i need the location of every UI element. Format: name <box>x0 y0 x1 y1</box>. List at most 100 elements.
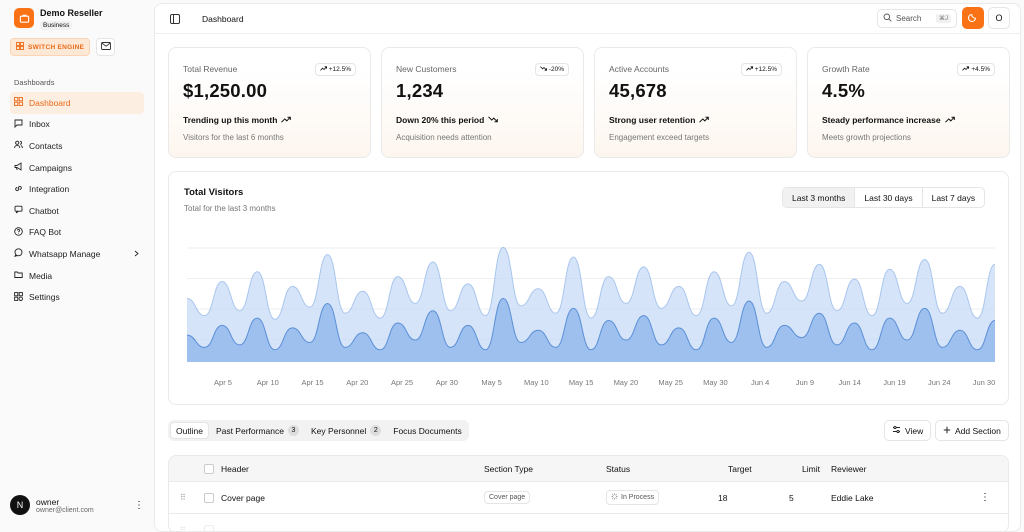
sidebar-toggle-icon[interactable] <box>169 13 181 25</box>
stat-subtext: Acquisition needs attention <box>396 133 492 142</box>
stat-trend-text: Trending up this month <box>183 115 278 125</box>
stat-badge-value: +4.5% <box>971 66 990 73</box>
section-tabs: Outline Past Performance 3 Key Personnel… <box>168 420 469 441</box>
stat-trend: Down 20% this period <box>396 115 569 125</box>
target-value: 18 <box>718 492 728 503</box>
view-label: View <box>905 425 924 436</box>
stat-badge: +12.5% <box>740 63 782 76</box>
range-last-30-days[interactable]: Last 30 days <box>854 188 921 207</box>
sidebar-item-campaigns[interactable]: Campaigns <box>10 157 144 179</box>
sidebar-item-media[interactable]: Media <box>10 265 144 287</box>
sidebar-item-inbox[interactable]: Inbox <box>10 114 144 136</box>
stat-label: Active Accounts <box>609 64 670 74</box>
row-checkbox[interactable] <box>204 492 214 503</box>
series-line-0 <box>186 246 996 320</box>
trend-up-icon <box>319 66 327 73</box>
sections-table: Header Section Type Status Target Limit … <box>168 455 1009 532</box>
column-header: Status <box>606 463 631 474</box>
stat-badge-value: +12.5% <box>754 66 777 73</box>
mail-button[interactable] <box>96 38 116 56</box>
range-last-3-months[interactable]: Last 3 months <box>783 188 855 207</box>
stat-value: 45,678 <box>609 80 667 101</box>
trend-up-icon <box>699 115 710 125</box>
visitors-area-chart: Apr 5 Apr 10 Apr 15 Apr 20 Apr 25 Apr 30 May 5… <box>186 246 996 387</box>
moon-icon <box>968 12 978 24</box>
stat-badge: -20% <box>534 63 569 76</box>
loader-icon <box>611 493 618 502</box>
stat-value: 1,234 <box>396 80 444 101</box>
sidebar-item-label: Integration <box>29 184 70 195</box>
more-vertical-icon[interactable]: ⋮ <box>980 492 990 503</box>
x-tick-label: May 30 <box>703 378 728 387</box>
switch-engine-button[interactable]: SWITCH ENGINE <box>10 38 91 56</box>
drag-handle-icon[interactable]: ⠿ <box>180 525 186 532</box>
more-vertical-icon[interactable]: ⋮ <box>134 499 144 511</box>
select-all-checkbox[interactable] <box>204 463 214 474</box>
sidebar: Demo Reseller Business SWITCH ENGINE Das… <box>0 0 152 532</box>
sidebar-item-label: Chatbot <box>29 205 59 216</box>
mail-icon <box>100 42 111 52</box>
trend-up-icon <box>944 115 955 125</box>
tab-past-performance[interactable]: Past Performance 3 <box>211 422 304 439</box>
row-header[interactable]: Cover page <box>221 492 265 503</box>
theme-toggle-button[interactable] <box>962 7 984 29</box>
x-tick-label: May 20 <box>614 378 639 387</box>
message-icon <box>14 119 23 130</box>
stat-card-active-accounts: Active Accounts 45,678 +12.5% Strong use… <box>594 47 797 158</box>
tab-outline[interactable]: Outline <box>170 422 209 439</box>
drag-handle-icon[interactable]: ⠿ <box>180 493 186 502</box>
users-icon <box>14 140 23 151</box>
add-section-button[interactable]: Add Section <box>935 420 1009 441</box>
sidebar-item-label: Inbox <box>29 119 50 130</box>
x-tick-label: Apr 5 <box>214 378 232 387</box>
stat-trend-text: Steady performance increase <box>822 115 941 125</box>
main-panel: Dashboard Search ⌘J O Total Revenue $1,2… <box>154 3 1021 532</box>
column-header: Limit <box>802 463 820 474</box>
stat-value: 4.5% <box>822 80 865 101</box>
stat-subtext: Meets growth projections <box>822 133 911 142</box>
page-title: Dashboard <box>202 14 244 24</box>
search-button[interactable]: Search ⌘J <box>877 9 957 28</box>
stat-trend: Strong user retention <box>609 115 782 125</box>
brand[interactable]: Demo Reseller Business <box>14 8 103 30</box>
x-tick-label: Jun 4 <box>751 378 769 387</box>
grid-icon <box>16 42 24 52</box>
x-tick-label: Apr 10 <box>257 378 279 387</box>
stat-badge-value: -20% <box>548 66 564 73</box>
x-tick-label: Apr 30 <box>436 378 458 387</box>
settings-icon <box>14 291 23 303</box>
sidebar-item-whatsapp-manage[interactable]: Whatsapp Manage <box>10 243 144 265</box>
profile-button[interactable]: O <box>988 7 1010 29</box>
user-menu[interactable]: N owner owner@client.com ⋮ <box>10 495 144 515</box>
stat-label: New Customers <box>396 64 457 74</box>
brand-name: Demo Reseller <box>40 8 103 18</box>
sidebar-item-label: Settings <box>29 292 60 303</box>
table-row[interactable]: ⠿ Cover page Cover page In Process 18 5 … <box>169 482 1008 514</box>
tab-focus-documents[interactable]: Focus Documents <box>388 422 467 439</box>
x-tick-label: May 25 <box>658 378 683 387</box>
top-bar: Dashboard Search ⌘J O <box>155 4 1020 34</box>
search-icon <box>883 13 892 24</box>
tab-key-personnel[interactable]: Key Personnel 2 <box>306 422 386 439</box>
stat-subtext: Engagement exceed targets <box>609 133 710 142</box>
chart-subtitle: Total for the last 3 months <box>184 204 276 213</box>
column-header: Reviewer <box>831 463 867 474</box>
trend-down-icon <box>539 66 547 73</box>
x-tick-label: Apr 25 <box>391 378 413 387</box>
sidebar-item-label: FAQ Bot <box>29 227 62 238</box>
trend-up-icon <box>745 66 753 73</box>
sidebar-item-settings[interactable]: Settings <box>10 286 144 308</box>
table-row[interactable]: ⠿ <box>169 514 1008 532</box>
status-badge: In Process <box>606 490 660 505</box>
sidebar-item-contacts[interactable]: Contacts <box>10 135 144 157</box>
sidebar-item-faq-bot[interactable]: FAQ Bot <box>10 222 144 244</box>
row-checkbox[interactable] <box>204 525 214 531</box>
view-button[interactable]: View <box>884 420 932 441</box>
sidebar-item-integration[interactable]: Integration <box>10 178 144 200</box>
add-section-label: Add Section <box>955 425 1001 436</box>
sidebar-item-dashboard[interactable]: Dashboard <box>10 92 144 114</box>
sidebar-item-chatbot[interactable]: Chatbot <box>10 200 144 222</box>
stat-label: Total Revenue <box>183 64 238 74</box>
chart-title: Total Visitors <box>184 187 244 198</box>
range-last-7-days[interactable]: Last 7 days <box>921 188 984 207</box>
